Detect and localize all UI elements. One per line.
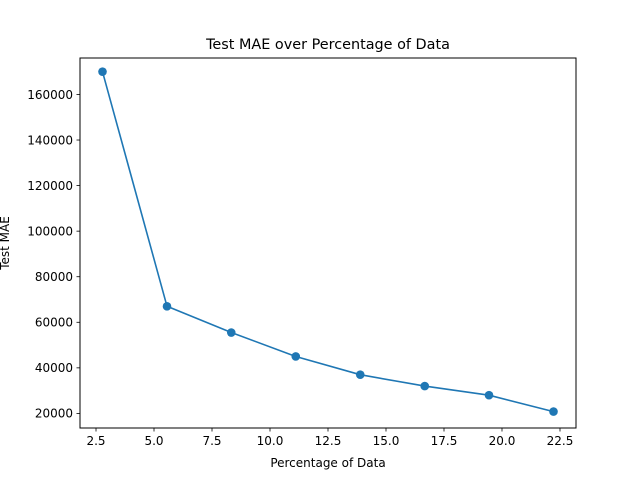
data-point bbox=[226, 328, 236, 337]
y-axis: 20000 40000 60000 80000 100000 120000 140000 16… bbox=[27, 88, 80, 421]
x-tick-label: 7.5 bbox=[202, 434, 221, 448]
y-tick-label: 100000 bbox=[27, 224, 73, 238]
y-axis-label: Test MAE bbox=[0, 216, 12, 271]
y-tick-label: 80000 bbox=[35, 270, 73, 284]
data-point bbox=[420, 381, 430, 391]
plot-frame bbox=[79, 57, 577, 429]
plot-series bbox=[98, 67, 558, 416]
y-tick-label: 120000 bbox=[27, 179, 73, 193]
x-tick-label: 17.5 bbox=[431, 434, 458, 448]
x-tick-label: 12.5 bbox=[315, 434, 342, 448]
data-point bbox=[549, 407, 558, 416]
x-tick-label: 20.0 bbox=[489, 434, 516, 448]
x-tick-label: 15.0 bbox=[373, 434, 400, 448]
data-point bbox=[291, 352, 301, 361]
data-point bbox=[98, 67, 107, 76]
y-tick-label: 140000 bbox=[27, 133, 73, 147]
series-line bbox=[101, 71, 554, 413]
x-tick-label: 5.0 bbox=[144, 434, 163, 448]
x-axis-label: Percentage of Data bbox=[270, 456, 385, 470]
data-point bbox=[484, 390, 494, 400]
data-point bbox=[355, 370, 365, 379]
x-tick-label: 22.5 bbox=[547, 434, 574, 448]
chart-title: Test MAE over Percentage of Data bbox=[205, 37, 450, 53]
data-point bbox=[162, 302, 172, 311]
y-tick-label: 40000 bbox=[35, 361, 73, 375]
y-tick-label: 160000 bbox=[27, 88, 73, 102]
y-tick-label: 60000 bbox=[35, 316, 73, 330]
x-tick-label: 10.0 bbox=[257, 434, 284, 448]
x-tick-label: 2.5 bbox=[86, 434, 105, 448]
y-tick-label: 20000 bbox=[35, 407, 73, 421]
x-axis: 2.5 5.0 7.5 10.0 12.5 15.0 17.5 20.0 22.5 bbox=[86, 428, 573, 448]
